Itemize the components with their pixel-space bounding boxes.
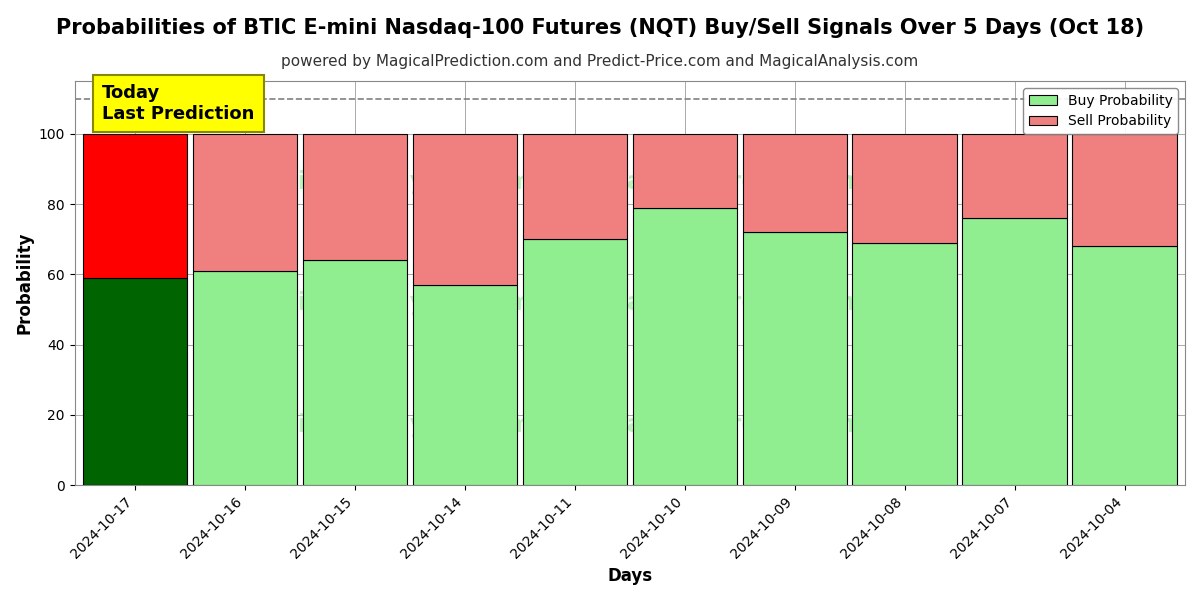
Text: MagicalPrediction.com: MagicalPrediction.com (602, 170, 924, 194)
X-axis label: Days: Days (607, 567, 653, 585)
Bar (962, 218, 1067, 485)
Bar (743, 232, 847, 485)
Bar (523, 239, 628, 485)
Text: MagicalPrediction.com: MagicalPrediction.com (602, 413, 924, 437)
Bar (962, 134, 1067, 218)
Bar (1073, 246, 1177, 485)
Bar (523, 134, 628, 239)
Legend: Buy Probability, Sell Probability: Buy Probability, Sell Probability (1024, 88, 1178, 134)
Bar (632, 208, 737, 485)
Text: Today
Last Prediction: Today Last Prediction (102, 85, 254, 123)
Bar (302, 134, 407, 260)
Bar (632, 134, 737, 208)
Bar (193, 134, 298, 271)
Text: MagicalAnalysis.com: MagicalAnalysis.com (239, 291, 533, 315)
Text: powered by MagicalPrediction.com and Predict-Price.com and MagicalAnalysis.com: powered by MagicalPrediction.com and Pre… (281, 54, 919, 69)
Bar (413, 134, 517, 285)
Bar (83, 278, 187, 485)
Bar (1073, 134, 1177, 246)
Bar (852, 134, 956, 242)
Bar (743, 134, 847, 232)
Text: MagicalAnalysis.com: MagicalAnalysis.com (239, 413, 533, 437)
Bar (83, 134, 187, 278)
Bar (852, 242, 956, 485)
Y-axis label: Probability: Probability (16, 232, 34, 334)
Bar (413, 285, 517, 485)
Bar (193, 271, 298, 485)
Text: Probabilities of BTIC E-mini Nasdaq-100 Futures (NQT) Buy/Sell Signals Over 5 Da: Probabilities of BTIC E-mini Nasdaq-100 … (56, 18, 1144, 38)
Bar (302, 260, 407, 485)
Text: MagicalAnalysis.com: MagicalAnalysis.com (239, 170, 533, 194)
Text: MagicalPrediction.com: MagicalPrediction.com (602, 291, 924, 315)
